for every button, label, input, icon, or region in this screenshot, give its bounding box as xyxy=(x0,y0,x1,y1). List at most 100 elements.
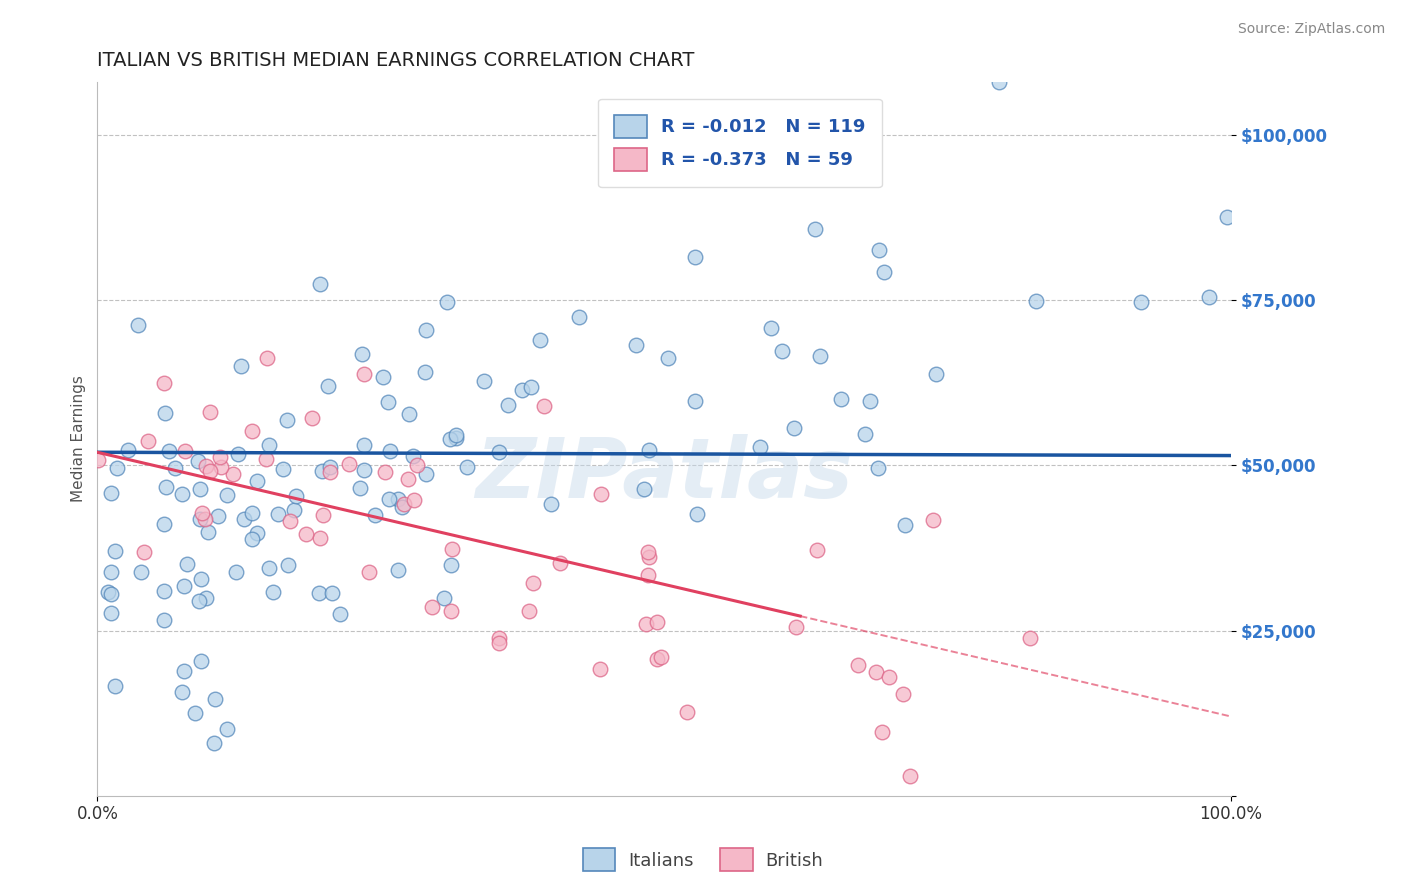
Point xyxy=(686,508,709,522)
Point xyxy=(97,584,120,599)
Point xyxy=(226,447,249,461)
Point xyxy=(548,556,571,570)
Point xyxy=(318,460,340,475)
Point xyxy=(440,558,463,572)
Point xyxy=(195,459,218,474)
Point xyxy=(157,444,180,458)
Point xyxy=(117,442,139,457)
Point xyxy=(808,349,831,363)
Point xyxy=(188,512,211,526)
Point xyxy=(748,440,770,454)
Point xyxy=(637,550,659,565)
Point xyxy=(311,464,333,478)
Point xyxy=(522,575,544,590)
Point xyxy=(589,662,612,676)
Y-axis label: Median Earnings: Median Earnings xyxy=(72,376,86,502)
Point xyxy=(626,338,648,352)
Point xyxy=(200,464,222,478)
Point xyxy=(100,587,122,601)
Point xyxy=(357,565,380,579)
Point xyxy=(131,565,153,579)
Point xyxy=(859,394,882,409)
Point xyxy=(284,489,307,503)
Point xyxy=(520,380,543,394)
Point xyxy=(197,524,219,539)
Point xyxy=(380,443,402,458)
Point xyxy=(637,545,659,559)
Point xyxy=(127,318,149,333)
Point xyxy=(830,392,852,407)
Point xyxy=(301,411,323,425)
Point xyxy=(176,557,198,571)
Point xyxy=(194,591,217,605)
Point xyxy=(104,679,127,693)
Legend: R = -0.012   N = 119, R = -0.373   N = 59: R = -0.012 N = 119, R = -0.373 N = 59 xyxy=(598,98,882,187)
Point xyxy=(519,604,541,618)
Point xyxy=(215,722,238,736)
Point xyxy=(100,565,122,579)
Point xyxy=(404,492,426,507)
Point xyxy=(472,374,495,388)
Point xyxy=(415,467,437,481)
Point xyxy=(278,514,301,528)
Point xyxy=(184,706,207,720)
Point xyxy=(374,465,396,479)
Point xyxy=(510,383,533,397)
Text: Source: ZipAtlas.com: Source: ZipAtlas.com xyxy=(1237,22,1385,37)
Point xyxy=(190,654,212,668)
Point xyxy=(415,365,437,379)
Point xyxy=(1019,632,1042,646)
Point xyxy=(1130,295,1153,310)
Point xyxy=(232,511,254,525)
Point xyxy=(441,541,464,556)
Point xyxy=(257,560,280,574)
Point xyxy=(353,367,375,381)
Point xyxy=(217,488,239,502)
Point xyxy=(444,431,467,445)
Point xyxy=(353,438,375,452)
Point xyxy=(533,399,555,413)
Point xyxy=(436,295,458,310)
Point xyxy=(349,481,371,495)
Point xyxy=(87,453,110,467)
Point xyxy=(163,461,186,475)
Point xyxy=(377,395,399,409)
Point xyxy=(308,586,330,600)
Point xyxy=(865,665,887,680)
Point xyxy=(420,600,443,615)
Point xyxy=(591,487,613,501)
Point xyxy=(209,460,232,475)
Point xyxy=(456,460,478,475)
Point xyxy=(271,462,294,476)
Point xyxy=(633,482,655,496)
Point xyxy=(262,584,284,599)
Point xyxy=(398,407,420,421)
Point xyxy=(877,669,900,683)
Point xyxy=(392,497,415,511)
Point xyxy=(153,406,176,420)
Point xyxy=(1216,210,1239,224)
Point xyxy=(153,517,176,532)
Text: ZIPatlas: ZIPatlas xyxy=(475,434,853,516)
Point xyxy=(396,472,419,486)
Point xyxy=(207,508,229,523)
Point xyxy=(415,323,437,337)
Point xyxy=(433,591,456,605)
Point xyxy=(316,379,339,393)
Point xyxy=(153,376,176,390)
Point xyxy=(868,461,890,475)
Point xyxy=(387,563,409,577)
Point xyxy=(256,351,278,365)
Point xyxy=(276,412,298,426)
Point xyxy=(898,769,921,783)
Point xyxy=(100,606,122,620)
Point xyxy=(246,525,269,540)
Point xyxy=(444,428,467,442)
Point xyxy=(676,705,699,719)
Point xyxy=(1025,294,1047,309)
Point xyxy=(277,558,299,573)
Point xyxy=(225,565,247,579)
Point xyxy=(1198,290,1220,304)
Point xyxy=(352,347,374,361)
Point xyxy=(105,461,128,475)
